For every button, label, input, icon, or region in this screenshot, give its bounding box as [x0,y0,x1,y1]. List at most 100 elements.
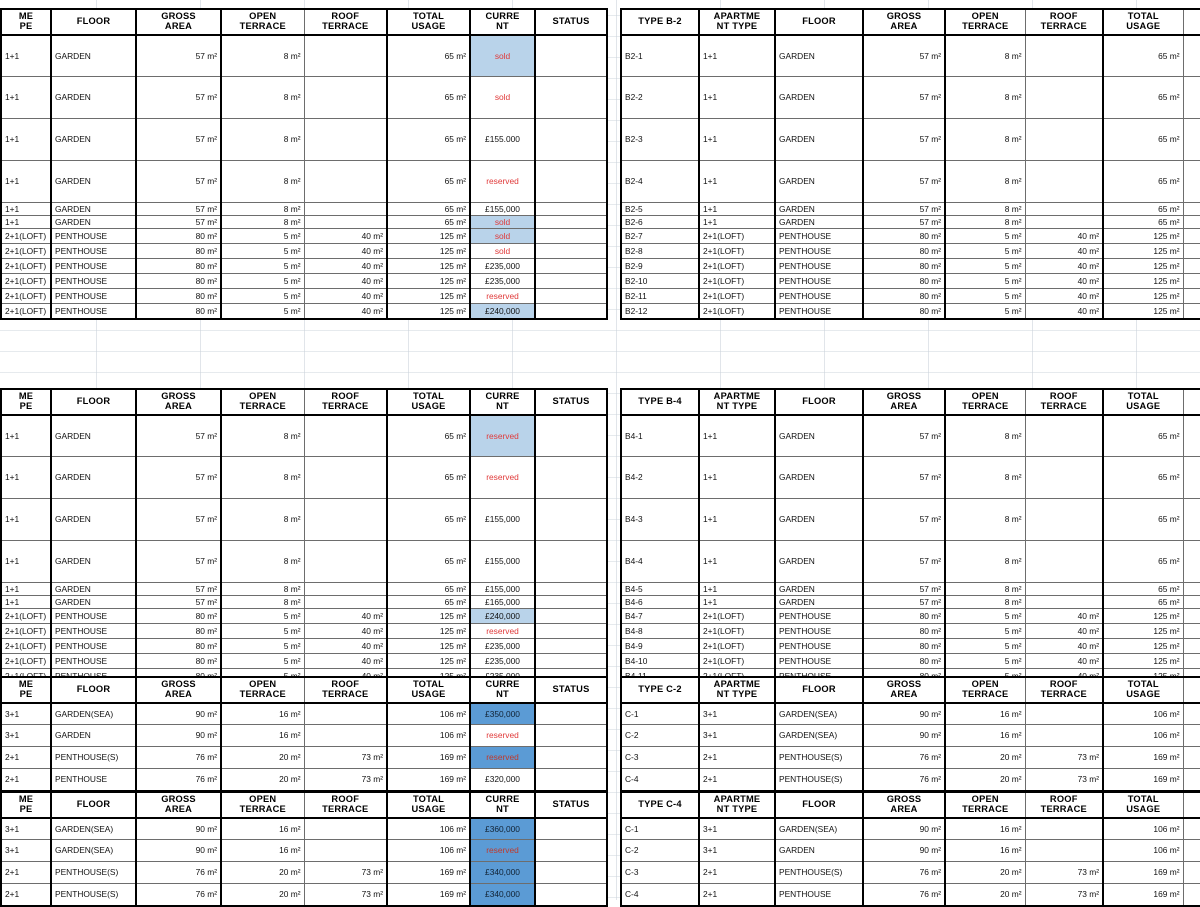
cell-apartment-type[interactable]: 2+1 [0,861,52,884]
cell-apartment-type[interactable]: 2+1(LOFT) [0,653,52,669]
cell-total-usage[interactable]: 65 m² [1102,582,1184,596]
cell-roof-terrace[interactable] [303,34,388,77]
table-row[interactable]: B4-10 2+1(LOFT) PENTHOUSE 80 m² 5 m² 40 m² 125… [620,653,1200,669]
cell-gross-area[interactable]: 57 m² [135,414,222,457]
table-row[interactable]: C-3 2+1 PENTHOUSE(S) 76 m² 20 m² 73 m² 169 m² [620,861,1200,884]
cell-total-usage[interactable]: 169 m² [1102,746,1184,769]
cell-current-price[interactable]: £155.000 [469,118,536,161]
cell-apartment-type[interactable]: 3+1 [0,724,52,747]
cell-apartment-type[interactable]: 1+1 [0,582,52,596]
cell-floor[interactable]: PENTHOUSE [50,288,137,304]
cell-floor[interactable]: GARDEN(SEA) [774,724,864,747]
cell-open-terrace[interactable]: 8 m² [220,76,305,119]
cell-overflow[interactable] [1182,839,1200,862]
cell-gross-area[interactable]: 80 m² [135,653,222,669]
cell-apartment-type[interactable]: 1+1 [0,595,52,609]
cell-type-id[interactable]: C-3 [620,861,700,884]
cell-apartment-type[interactable]: 1+1 [0,456,52,499]
cell-total-usage[interactable]: 106 m² [1102,839,1184,862]
cell-open-terrace[interactable]: 5 m² [944,228,1026,244]
cell-gross-area[interactable]: 80 m² [135,303,222,319]
cell-status[interactable] [534,702,608,725]
cell-apartment-type[interactable]: 2+1(LOFT) [698,273,776,289]
cell-type-id[interactable]: C-1 [620,702,700,725]
table-row[interactable]: C-2 3+1 GARDEN 90 m² 16 m² 106 m² [620,839,1200,862]
cell-total-usage[interactable]: 65 m² [1102,202,1184,216]
cell-roof-terrace[interactable] [1024,414,1104,457]
cell-type-id[interactable]: C-4 [620,768,700,791]
cell-open-terrace[interactable]: 5 m² [220,608,305,624]
cell-roof-terrace[interactable]: 40 m² [1024,653,1104,669]
cell-roof-terrace[interactable] [1024,215,1104,229]
cell-open-terrace[interactable]: 5 m² [220,273,305,289]
cell-roof-terrace[interactable]: 40 m² [1024,303,1104,319]
cell-apartment-type[interactable]: 1+1 [0,498,52,541]
cell-gross-area[interactable]: 57 m² [862,34,946,77]
cell-apartment-type[interactable]: 1+1 [0,76,52,119]
cell-type-id[interactable]: B4-3 [620,498,700,541]
cell-roof-terrace[interactable]: 40 m² [1024,608,1104,624]
cell-total-usage[interactable]: 125 m² [1102,303,1184,319]
cell-gross-area[interactable]: 57 m² [862,582,946,596]
cell-gross-area[interactable]: 80 m² [135,273,222,289]
cell-status[interactable] [534,215,608,229]
cell-gross-area[interactable]: 80 m² [135,243,222,259]
cell-total-usage[interactable]: 125 m² [1102,258,1184,274]
cell-roof-terrace[interactable] [1024,456,1104,499]
cell-status[interactable] [534,839,608,862]
cell-type-id[interactable]: B2-5 [620,202,700,216]
cell-floor[interactable]: GARDEN [774,160,864,203]
cell-apartment-type[interactable]: 1+1 [698,202,776,216]
cell-gross-area[interactable]: 90 m² [862,817,946,840]
cell-floor[interactable]: GARDEN [50,582,137,596]
table-type-c1[interactable]: ME PE FLOOR GROSS AREA OPEN TERRACE ROOF… [0,676,608,792]
cell-gross-area[interactable]: 57 m² [135,540,222,583]
cell-floor[interactable]: PENTHOUSE [50,653,137,669]
cell-open-terrace[interactable]: 5 m² [220,623,305,639]
cell-gross-area[interactable]: 80 m² [862,623,946,639]
cell-total-usage[interactable]: 125 m² [386,228,471,244]
cell-total-usage[interactable]: 65 m² [1102,498,1184,541]
cell-roof-terrace[interactable]: 40 m² [303,243,388,259]
cell-apartment-type[interactable]: 2+1 [698,861,776,884]
cell-current-price[interactable]: £340,000 [469,883,536,906]
cell-type-id[interactable]: B2-11 [620,288,700,304]
cell-total-usage[interactable]: 65 m² [1102,540,1184,583]
cell-roof-terrace[interactable] [1024,118,1104,161]
cell-total-usage[interactable]: 169 m² [386,746,471,769]
cell-open-terrace[interactable]: 20 m² [944,768,1026,791]
cell-roof-terrace[interactable]: 73 m² [303,746,388,769]
cell-total-usage[interactable]: 65 m² [386,76,471,119]
cell-apartment-type[interactable]: 2+1(LOFT) [0,273,52,289]
cell-gross-area[interactable]: 80 m² [862,303,946,319]
cell-apartment-type[interactable]: 2+1(LOFT) [698,288,776,304]
cell-floor[interactable]: PENTHOUSE [774,653,864,669]
cell-total-usage[interactable]: 125 m² [386,303,471,319]
cell-overflow[interactable] [1182,160,1200,203]
cell-roof-terrace[interactable]: 40 m² [303,273,388,289]
cell-roof-terrace[interactable]: 73 m² [1024,746,1104,769]
cell-status[interactable] [534,414,608,457]
cell-apartment-type[interactable]: 2+1(LOFT) [0,243,52,259]
cell-roof-terrace[interactable] [1024,202,1104,216]
cell-apartment-type[interactable]: 1+1 [0,34,52,77]
cell-status[interactable] [534,456,608,499]
cell-apartment-type[interactable]: 1+1 [698,540,776,583]
cell-total-usage[interactable]: 106 m² [1102,702,1184,725]
cell-open-terrace[interactable]: 8 m² [944,34,1026,77]
cell-open-terrace[interactable]: 5 m² [220,243,305,259]
cell-total-usage[interactable]: 65 m² [386,540,471,583]
cell-gross-area[interactable]: 80 m² [135,258,222,274]
cell-current-price[interactable]: reserved [469,746,536,769]
cell-open-terrace[interactable]: 16 m² [944,817,1026,840]
table-type-b1[interactable]: ME PE FLOOR GROSS AREA OPEN TERRACE ROOF… [0,8,608,320]
cell-total-usage[interactable]: 106 m² [386,702,471,725]
table-row[interactable]: B4-1 1+1 GARDEN 57 m² 8 m² 65 m² [620,414,1200,457]
cell-current-price[interactable]: reserved [469,160,536,203]
cell-gross-area[interactable]: 57 m² [135,34,222,77]
